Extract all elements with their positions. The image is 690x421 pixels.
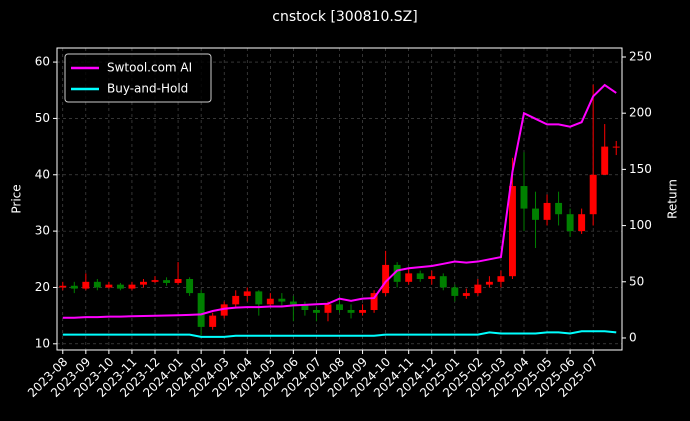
y2-tick-label: 250 <box>629 49 652 63</box>
candle-body <box>336 304 343 310</box>
candle-body <box>532 208 539 220</box>
candle-body <box>174 279 182 283</box>
y2-tick-label: 200 <box>629 106 652 120</box>
y-tick-label: 50 <box>35 111 50 125</box>
plot-frame <box>56 47 623 351</box>
candle-body <box>589 174 597 215</box>
candle-body <box>186 279 194 294</box>
candle-body <box>197 293 205 327</box>
candle-body <box>312 309 320 313</box>
candle-body <box>243 291 251 296</box>
y-tick-label: 30 <box>35 224 50 238</box>
candle-body <box>462 293 470 296</box>
chart-title: cnstock [300810.SZ] <box>272 9 417 25</box>
y-tick-label: 60 <box>35 55 50 69</box>
candle-body <box>301 304 309 310</box>
legend-label: Swtool.com AI <box>107 61 192 75</box>
legend-label: Buy-and-Hold <box>107 82 188 96</box>
candle-body <box>497 276 505 282</box>
y-tick-label: 10 <box>35 336 50 350</box>
candle-body <box>324 304 332 313</box>
candle-body <box>612 146 620 148</box>
candle-body <box>128 284 136 289</box>
candle-body <box>255 291 263 305</box>
candle-body <box>370 293 378 310</box>
return-line <box>62 330 617 338</box>
candle-body <box>105 284 113 288</box>
candle-body <box>428 276 436 280</box>
candle-body <box>382 264 390 294</box>
y-tick-label: 40 <box>35 167 50 181</box>
candle-body <box>266 298 274 305</box>
return-line <box>62 83 617 319</box>
candle-body <box>474 284 482 294</box>
y-tick-label: 20 <box>35 280 50 294</box>
candle-body <box>416 273 424 280</box>
candle-body <box>405 273 413 282</box>
candle-body <box>555 202 563 215</box>
candle-body <box>163 280 170 283</box>
candle-body <box>82 281 90 289</box>
legend-box <box>64 53 212 103</box>
y2-tick-label: 50 <box>629 274 644 288</box>
candle-body <box>566 214 574 232</box>
candle-body <box>70 285 78 289</box>
candle-body <box>289 301 297 305</box>
candle-body <box>393 264 401 282</box>
candle-body <box>439 276 447 288</box>
candle-body <box>347 309 355 313</box>
y2-tick-label: 100 <box>629 218 652 232</box>
candle-body <box>93 281 101 288</box>
candle-body <box>140 281 147 285</box>
candle-body <box>578 214 586 232</box>
candle-body <box>520 186 528 209</box>
candle-body <box>220 304 228 316</box>
candle-body <box>601 146 609 175</box>
candle-body <box>485 281 493 285</box>
y2-axis-label: Return <box>666 179 680 219</box>
candle-body <box>278 298 286 302</box>
candle-body <box>232 295 240 305</box>
y2-tick-label: 0 <box>629 330 637 344</box>
candle-body <box>543 202 551 220</box>
y-axis-label: Price <box>10 184 24 213</box>
y2-tick-label: 150 <box>629 162 652 176</box>
candle-body <box>359 309 367 313</box>
candle-body <box>151 280 159 282</box>
candle-body <box>509 186 516 277</box>
candle-body <box>59 285 67 288</box>
candle-body <box>116 284 124 289</box>
candle-body <box>451 287 459 296</box>
candle-body <box>209 315 217 327</box>
